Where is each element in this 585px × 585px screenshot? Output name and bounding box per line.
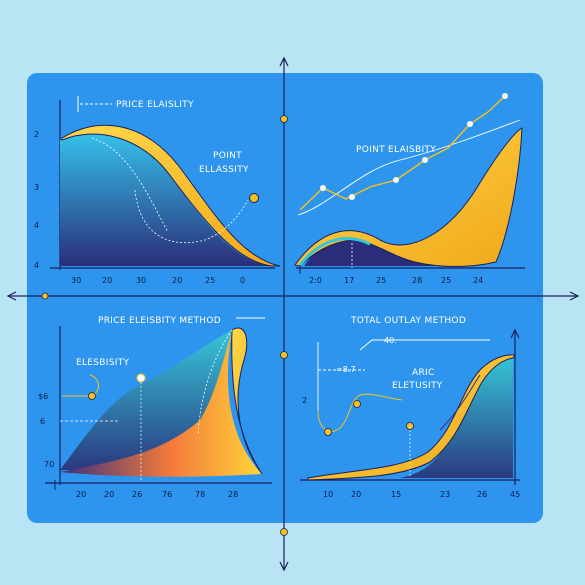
- panel-point-elasticity: POINT ELAISBITY 2:0 17 25 28 25 24: [294, 93, 525, 285]
- x-tick: 25: [205, 276, 215, 285]
- price-line: [299, 95, 506, 211]
- callout-line-1: POINT: [213, 151, 242, 161]
- x-tick: 28: [412, 276, 422, 285]
- callout-mid: =8.7: [336, 365, 355, 374]
- x-tick: 25: [441, 276, 451, 285]
- axis-node-mid: [280, 351, 288, 359]
- panel-title: PRICE ELAISLITY: [116, 100, 194, 110]
- x-tick: 20: [104, 490, 114, 499]
- x-tick: 26: [132, 490, 142, 499]
- x-tick: 76: [162, 490, 172, 499]
- x-tick: 20: [172, 276, 182, 285]
- demand-area: [60, 134, 272, 266]
- y-tick: 70: [44, 460, 54, 469]
- elasticity-method-curve: [60, 330, 262, 477]
- x-tick: 20: [351, 490, 361, 499]
- x-tick: 28: [228, 490, 238, 499]
- y-tick: 4: [34, 221, 39, 230]
- x-tick: 20: [102, 276, 112, 285]
- x-tick: 78: [195, 490, 205, 499]
- x-tick: 15: [391, 490, 401, 499]
- x-tick: 30: [136, 276, 146, 285]
- callout-label: ELESBISITY: [76, 358, 129, 368]
- axis-node-left: [41, 292, 49, 300]
- x-tick: 26: [477, 490, 487, 499]
- callout-top: 40.: [384, 336, 397, 345]
- panel-title: PRICE ELEISBITY METHOD: [98, 316, 221, 326]
- x-tick: 10: [323, 490, 333, 499]
- callout-line-1: ARIC: [412, 368, 435, 378]
- elasticity-point: [249, 193, 259, 203]
- x-tick: 23: [440, 490, 450, 499]
- x-tick: 2:0: [309, 276, 322, 285]
- outlay-area: [400, 355, 513, 478]
- x-tick: 17: [344, 276, 354, 285]
- outlay-curve: [307, 354, 516, 481]
- x-tick: 30: [71, 276, 81, 285]
- callout-line-2: ELETUSITY: [392, 381, 443, 391]
- x-tick: 24: [473, 276, 483, 285]
- y-tick: 2: [302, 396, 307, 405]
- axis-node-bottom: [280, 528, 288, 536]
- panel-price-elasticity-method: PRICE ELEISBITY METHOD ELESBISITY $6 6 7…: [38, 316, 272, 499]
- y-tick: 3: [34, 183, 39, 192]
- x-tick: 45: [510, 490, 520, 499]
- x-tick: 20: [76, 490, 86, 499]
- y-tick: $6: [38, 392, 48, 401]
- y-tick: 4: [34, 261, 39, 270]
- y-tick: 6: [40, 417, 45, 426]
- panel-title: POINT ELAISBITY: [356, 145, 436, 155]
- panel-total-outlay-method: TOTAL OUTLAY METHOD 40. =8.7 ARIC ELETUS…: [300, 316, 520, 499]
- central-axes: [6, 56, 580, 572]
- panel-title: TOTAL OUTLAY METHOD: [350, 316, 466, 326]
- y-tick: 2: [34, 130, 39, 139]
- axis-node-top: [280, 115, 288, 123]
- elasticity-point: [136, 373, 146, 383]
- x-tick: 0: [240, 276, 245, 285]
- panel-price-elasticity: PRICE ELAISLITY POINT ELLASSITY 2 3 4 4 …: [34, 96, 281, 285]
- demand-curve: [61, 124, 281, 267]
- callout-line-2: ELLASSITY: [199, 165, 249, 175]
- x-tick: 25: [376, 276, 386, 285]
